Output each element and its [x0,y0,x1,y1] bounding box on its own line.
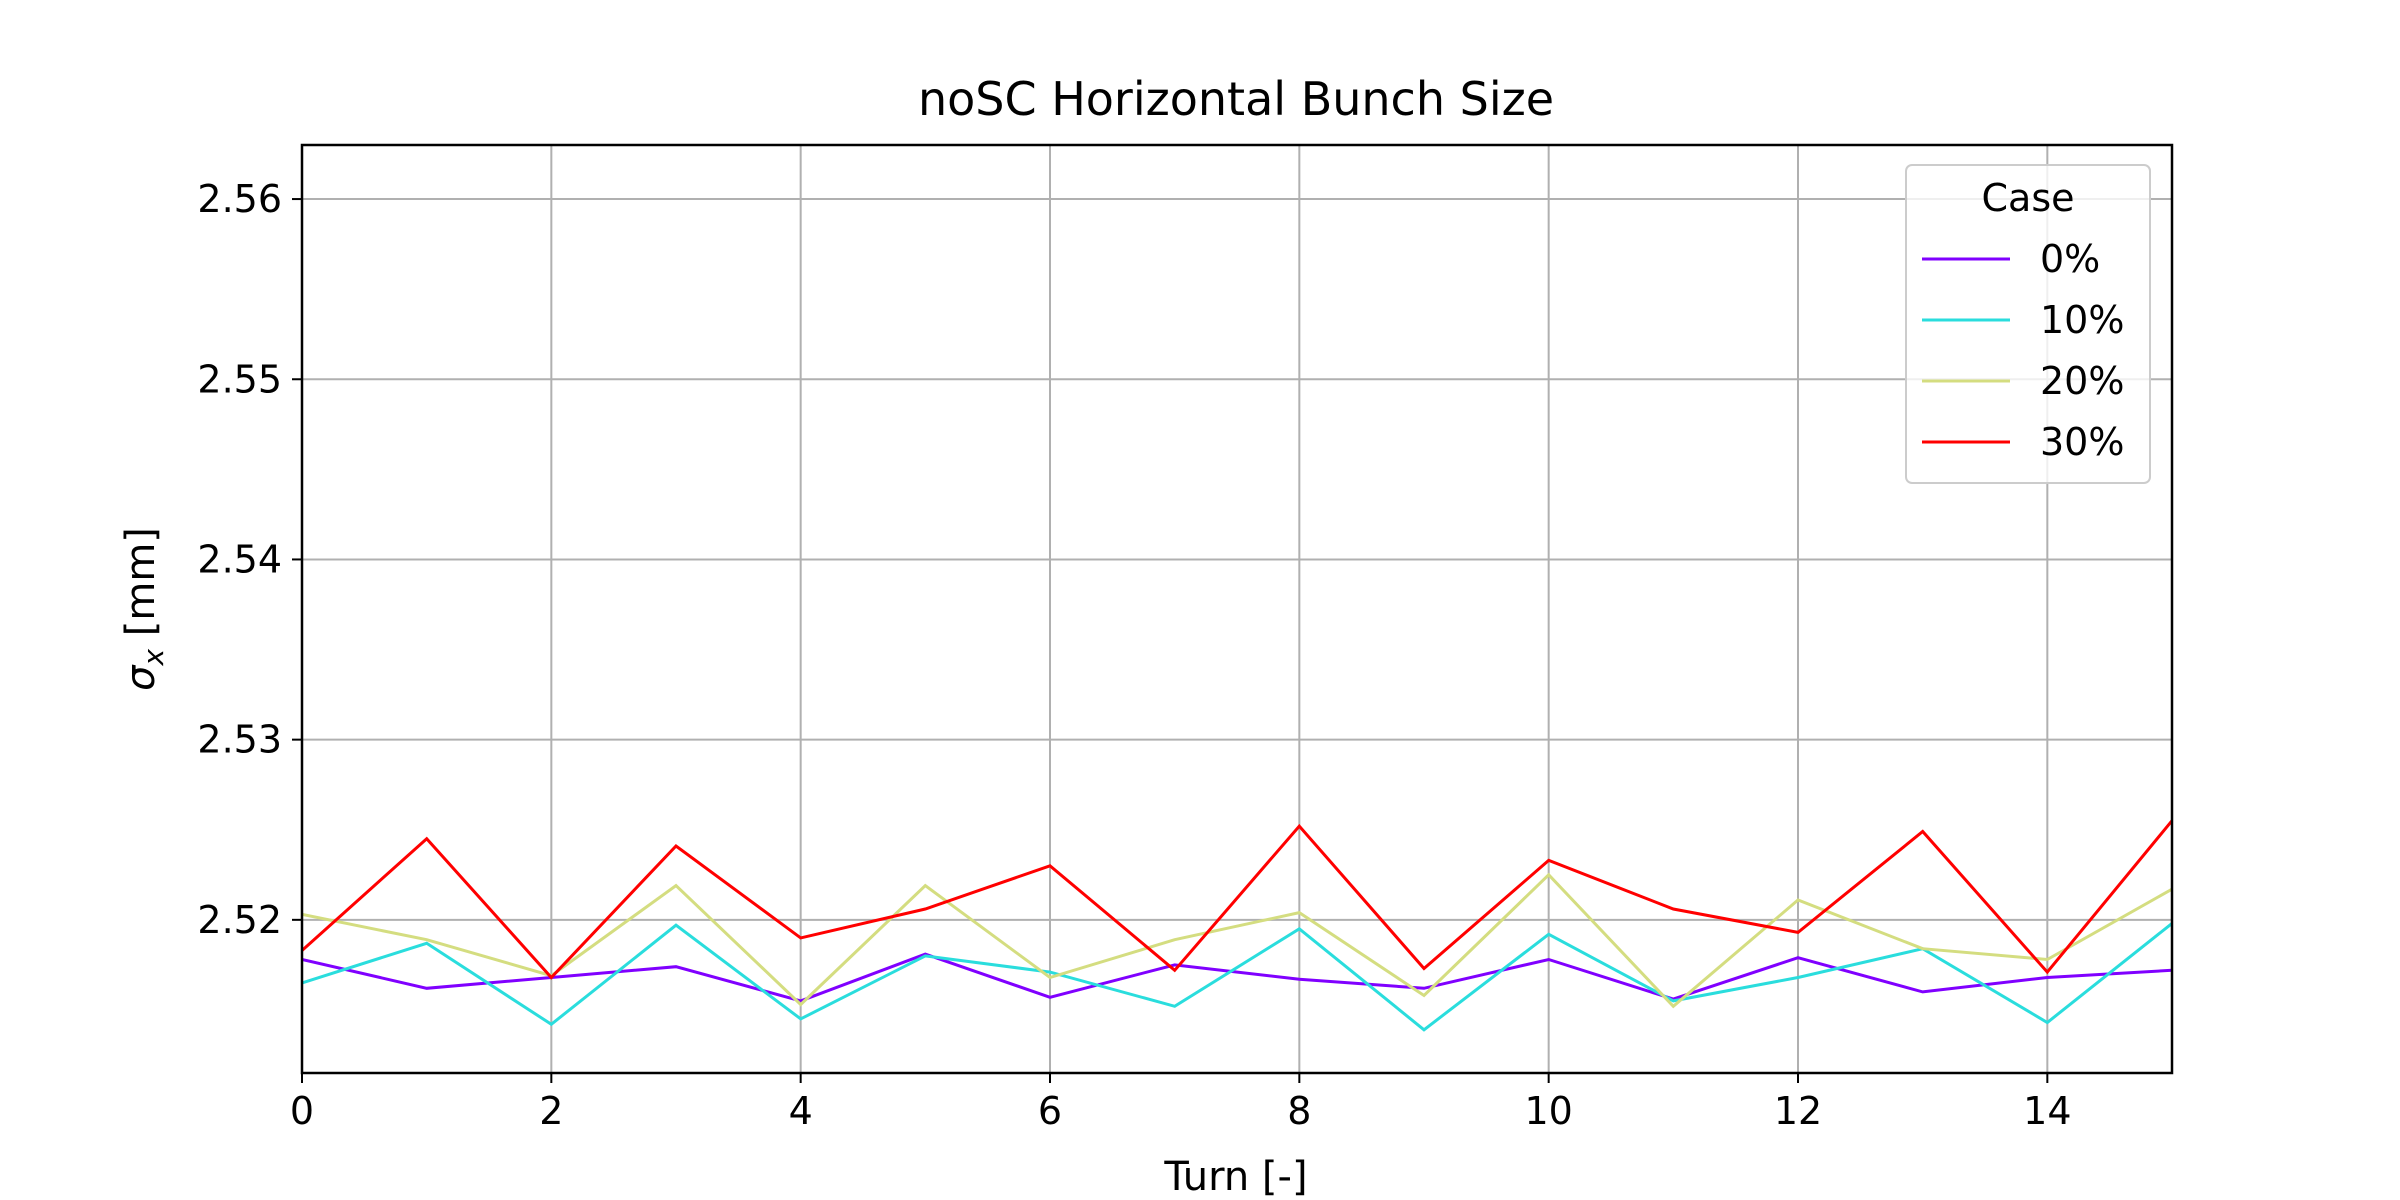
y-tick-label: 2.52 [197,898,282,942]
y-axis-label-symbol: σ [118,664,164,691]
x-tick-label: 12 [1774,1089,1822,1133]
legend-entry-label: 10% [2040,298,2124,342]
x-tick-label: 14 [2023,1089,2071,1133]
legend: Case 0% 10% 20% 30% [1905,164,2151,484]
plot-frame [300,143,2174,1075]
x-tick-label: 6 [1038,1089,1062,1133]
y-tick-label: 2.56 [197,177,282,221]
y-axis-label-unit: [mm] [118,527,164,636]
y-axis-label: σx [mm] [118,527,170,691]
x-axis: 0 2 4 6 8 10 12 14 [290,1073,2072,1133]
legend-box [1905,164,2151,484]
legend-title: Case [1982,176,2075,220]
series-line-3 [302,819,2172,980]
legend-entry-label: 0% [2040,237,2100,281]
x-tick-label: 2 [539,1089,563,1133]
y-tick-label: 2.53 [197,718,282,762]
series-line-0 [302,952,2172,1003]
x-axis-label: Turn [-] [1163,1154,1307,1200]
x-tick-label: 10 [1524,1089,1572,1133]
grid [301,145,2172,1073]
legend-entry-label: 30% [2040,420,2124,464]
x-tick-label: 4 [789,1089,813,1133]
plot-area [302,819,2172,1032]
series-line-1 [302,922,2172,1032]
legend-entry-label: 20% [2040,359,2124,403]
x-tick-label: 0 [290,1089,314,1133]
y-tick-label: 2.54 [197,537,282,581]
chart-title: noSC Horizontal Bunch Size [918,72,1554,126]
y-axis: 2.52 2.53 2.54 2.55 2.56 [197,177,302,942]
y-tick-label: 2.55 [197,357,282,401]
x-tick-label: 8 [1287,1089,1311,1133]
y-axis-label-subscript: x [137,649,170,667]
series-line-2 [302,872,2172,1009]
